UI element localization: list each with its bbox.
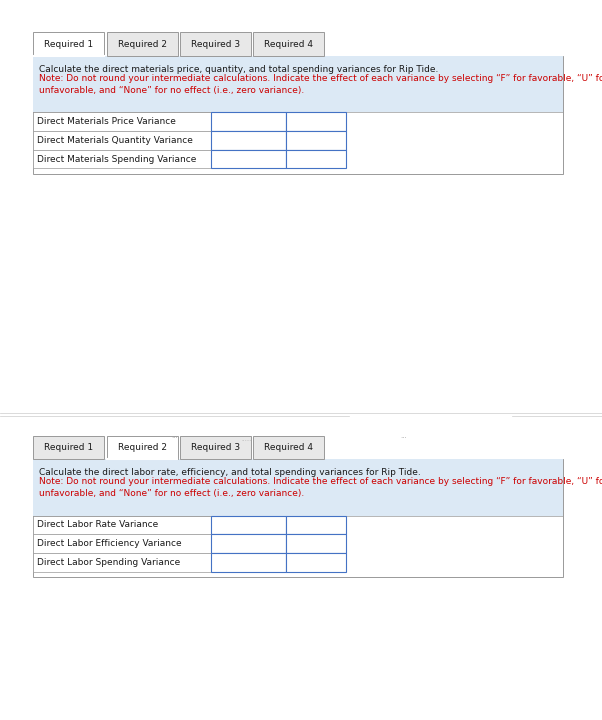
Text: Calculate the direct materials price, quantity, and total spending variances for: Calculate the direct materials price, qu… [39,65,438,74]
Bar [211,131,286,150]
Text: Required 1: Required 1 [44,40,93,49]
Text: Required 4: Required 4 [264,443,314,452]
Bar [33,553,211,572]
Text: ...: ... [171,433,178,438]
Text: Required 2: Required 2 [117,443,167,452]
Text: Required 2: Required 2 [117,40,167,49]
Text: Required 4: Required 4 [264,40,314,49]
Bar [211,534,286,553]
Bar [286,516,346,534]
Bar [33,459,563,577]
Bar [286,534,346,553]
Text: Calculate the direct labor rate, efficiency, and total spending variances for Ri: Calculate the direct labor rate, efficie… [39,468,421,477]
Bar [33,436,104,459]
Bar [33,112,211,131]
Text: Direct Materials Spending Variance: Direct Materials Spending Variance [37,155,197,163]
Text: Required 3: Required 3 [191,40,240,49]
Text: Note: Do not round your intermediate calculations. Indicate the effect of each v: Note: Do not round your intermediate cal… [39,477,602,498]
Text: Direct Materials Price Variance: Direct Materials Price Variance [37,117,176,126]
Bar [33,534,211,553]
Text: Direct Labor Spending Variance: Direct Labor Spending Variance [37,558,181,567]
Bar [286,553,346,572]
Bar [33,459,563,516]
Bar [180,436,251,459]
Bar [211,112,286,131]
Bar [107,436,178,459]
Text: Note: Do not round your intermediate calculations. Indicate the effect of each v: Note: Do not round your intermediate cal… [39,74,602,95]
Bar [211,516,286,534]
Bar [33,56,563,112]
Text: Required 1: Required 1 [44,443,93,452]
Bar [180,32,251,56]
Bar [33,131,211,150]
Bar [33,56,563,174]
Bar [33,150,211,168]
Bar [107,32,178,56]
Bar [286,150,346,168]
Bar [286,131,346,150]
Text: Direct Labor Rate Variance: Direct Labor Rate Variance [37,521,158,529]
Bar [253,436,324,459]
Bar [33,516,211,534]
Text: Required 3: Required 3 [191,443,240,452]
Bar [286,112,346,131]
Bar [33,32,104,56]
Text: Direct Labor Efficiency Variance: Direct Labor Efficiency Variance [37,539,182,548]
Text: ...: ... [400,433,407,438]
Text: ......: ...... [241,438,252,442]
Text: Direct Materials Quantity Variance: Direct Materials Quantity Variance [37,136,193,145]
Bar [211,150,286,168]
Bar [211,553,286,572]
Bar [253,32,324,56]
